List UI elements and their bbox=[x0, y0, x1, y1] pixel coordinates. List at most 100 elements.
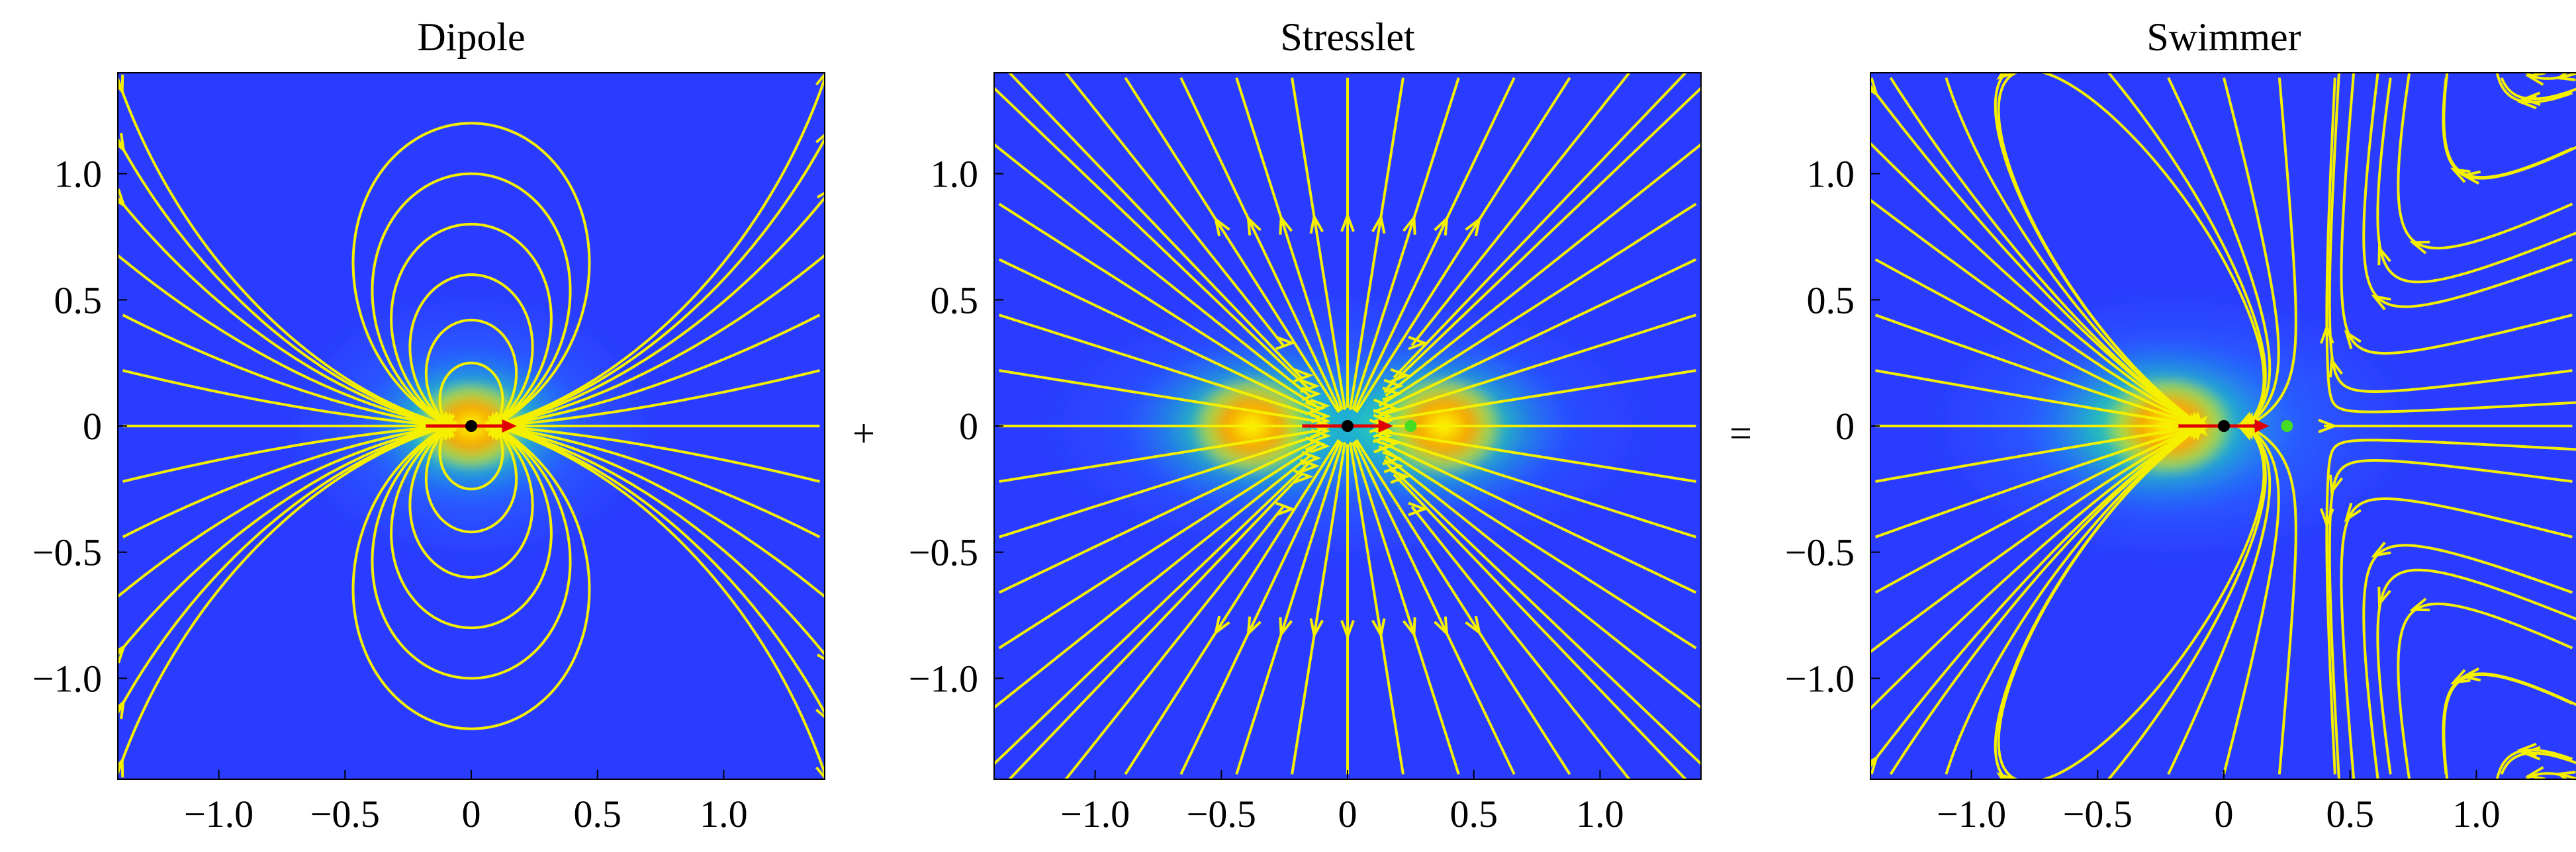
streamline-arrow bbox=[815, 708, 825, 719]
streamline bbox=[2340, 73, 2573, 355]
streamline-arrow bbox=[1275, 501, 1296, 517]
streamline bbox=[1007, 773, 1015, 779]
streamline bbox=[1013, 473, 1303, 775]
streamline bbox=[1355, 77, 1571, 413]
streamline-arrow bbox=[1465, 615, 1482, 636]
panel-title: Stresslet bbox=[1280, 15, 1415, 59]
y-tick-label: 0.5 bbox=[931, 278, 979, 321]
y-tick-label: −0.5 bbox=[1785, 531, 1855, 574]
streamline-arrow bbox=[1340, 620, 1355, 640]
streamline bbox=[1348, 442, 1404, 775]
streamline bbox=[818, 136, 825, 149]
streamline-arrow bbox=[1402, 617, 1416, 638]
streamline-arrow bbox=[1299, 378, 1320, 394]
streamline bbox=[994, 86, 1000, 94]
streamline-arrow bbox=[1279, 214, 1293, 235]
streamline bbox=[1410, 505, 1627, 775]
streamline bbox=[998, 92, 1309, 390]
panel-title: Dipole bbox=[417, 15, 525, 59]
streamline-arrow bbox=[118, 132, 126, 153]
streamline bbox=[994, 142, 1000, 149]
streamline bbox=[998, 258, 1314, 411]
streamline-arrow bbox=[1310, 398, 1330, 413]
streamline bbox=[1007, 73, 1015, 79]
y-tick-label: −0.5 bbox=[909, 531, 978, 574]
streamline bbox=[1695, 142, 1701, 149]
streamline-arrow bbox=[1390, 368, 1410, 383]
streamline bbox=[1695, 758, 1701, 766]
streamline-arrow bbox=[118, 74, 124, 95]
streamline bbox=[2328, 459, 2573, 779]
stresslet-point bbox=[1404, 420, 1417, 432]
streamline bbox=[1378, 445, 1697, 650]
streamline bbox=[1124, 439, 1340, 775]
streamlines bbox=[994, 73, 1701, 779]
streamline bbox=[1624, 73, 1632, 79]
streamline bbox=[1870, 141, 1877, 149]
streamline bbox=[1680, 73, 1688, 79]
x-tick-label: −0.5 bbox=[310, 792, 380, 835]
streamline-arrow bbox=[2329, 357, 2343, 378]
streamline bbox=[1291, 77, 1347, 410]
streamline-arrow bbox=[1870, 77, 1879, 97]
streamline-arrow bbox=[1996, 73, 2016, 80]
panel-swimmer: Swimmer −1.0 −0.5 0 0.5 1.0 1.0 0.5 0 −0.5 −1.0 bbox=[1785, 15, 2576, 835]
y-tick-label: −1.0 bbox=[1785, 657, 1855, 700]
streamline bbox=[1393, 473, 1682, 775]
streamline bbox=[1124, 77, 1340, 413]
streamline-arrow bbox=[815, 73, 825, 86]
streamline bbox=[994, 703, 1000, 710]
streamline-arrow bbox=[2344, 502, 2362, 523]
equals-operator: = bbox=[1729, 411, 1752, 455]
streamline-arrow bbox=[1305, 436, 1326, 451]
streamline bbox=[1355, 439, 1571, 775]
streamline bbox=[2500, 751, 2576, 775]
y-tick-label: 1.0 bbox=[1807, 153, 1855, 196]
streamline-arrow bbox=[1371, 618, 1386, 639]
x-tick-label: 0.5 bbox=[1449, 792, 1498, 835]
y-tick-label: −1.0 bbox=[909, 657, 978, 700]
streamline bbox=[1179, 440, 1342, 775]
streamline-arrow bbox=[1383, 378, 1404, 394]
streamline-arrow bbox=[1434, 616, 1449, 637]
streamline bbox=[1870, 647, 1876, 654]
panel-stresslet: Stresslet −1.0 −0.5 0 0.5 1.0 1.0 0.5 0 −0.5 −1.0 bbox=[909, 15, 1702, 835]
streamline bbox=[2362, 544, 2573, 779]
streamline-arrow bbox=[1378, 436, 1399, 451]
origin-point bbox=[465, 420, 477, 432]
x-tick-label: −1.0 bbox=[1937, 792, 2006, 835]
streamline bbox=[118, 647, 124, 657]
streamline-arrow bbox=[1340, 212, 1355, 232]
streamline-arrow bbox=[2409, 240, 2430, 255]
streamline bbox=[818, 195, 825, 205]
streamline bbox=[1179, 77, 1342, 412]
plus-operator: + bbox=[852, 411, 875, 455]
x-tick-label: −0.5 bbox=[1187, 792, 1256, 835]
x-tick-label: 1.0 bbox=[2452, 792, 2501, 835]
streamline bbox=[1354, 77, 1516, 412]
streamline-arrow bbox=[118, 189, 126, 208]
streamline-arrow bbox=[118, 644, 126, 663]
streamline-arrow bbox=[1246, 215, 1262, 236]
streamline bbox=[998, 202, 1317, 407]
streamline-arrow bbox=[1309, 618, 1324, 639]
streamline bbox=[818, 703, 825, 716]
streamline-arrow bbox=[2371, 294, 2391, 311]
streamline bbox=[1870, 758, 1877, 768]
streamline bbox=[2442, 672, 2576, 775]
axis-ticks: −1.0 −0.5 0 0.5 1.0 1.0 0.5 0 −0.5 −1.0 bbox=[909, 153, 1624, 835]
streamline bbox=[1235, 77, 1344, 410]
streamline-arrow bbox=[815, 766, 825, 779]
streamline bbox=[2397, 73, 2573, 250]
streamline-arrow bbox=[2555, 73, 2576, 81]
x-tick-label: 0 bbox=[462, 792, 481, 835]
streamline bbox=[819, 253, 825, 261]
streamline-arrow bbox=[2524, 73, 2546, 86]
axes-frame bbox=[1870, 72, 2576, 780]
streamline-arrow bbox=[1293, 368, 1314, 383]
streamline bbox=[2325, 77, 2576, 413]
streamline bbox=[2340, 497, 2573, 779]
plot-area bbox=[1870, 73, 2576, 779]
streamline bbox=[2524, 772, 2557, 779]
streamline-arrow bbox=[1371, 213, 1386, 234]
